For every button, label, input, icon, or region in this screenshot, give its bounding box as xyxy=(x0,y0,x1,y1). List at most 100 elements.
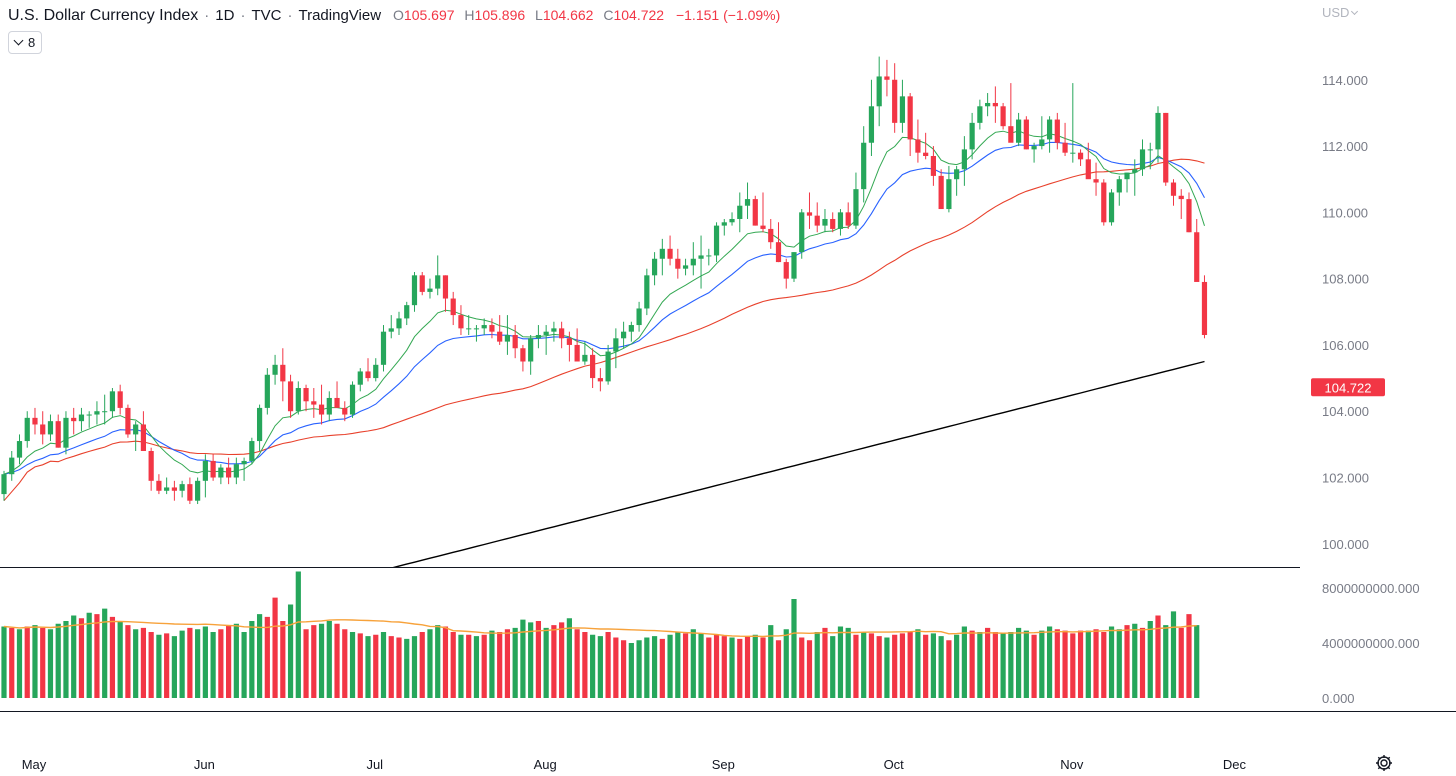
candle xyxy=(1015,112,1022,147)
candle-body xyxy=(1116,179,1122,193)
price-tick-label: 106.000 xyxy=(1322,338,1369,353)
candle xyxy=(907,93,913,157)
volume-bar xyxy=(651,636,658,698)
candle-body xyxy=(349,384,356,415)
volume-bar xyxy=(783,629,789,698)
candle xyxy=(1039,116,1045,150)
volume-bar xyxy=(256,614,263,698)
candle xyxy=(1062,122,1068,157)
symbol-title[interactable]: U.S. Dollar Currency Index xyxy=(8,7,199,24)
volume-bar xyxy=(140,627,147,698)
volume-bar xyxy=(861,632,867,698)
volume-bar xyxy=(349,632,356,698)
candle xyxy=(946,165,952,213)
volume-bar xyxy=(845,627,851,698)
candle xyxy=(830,212,836,233)
price-tick-label: 104.000 xyxy=(1322,404,1369,419)
candle-body xyxy=(930,156,936,176)
header-separator: · xyxy=(287,7,293,24)
volume-bar xyxy=(907,632,913,698)
time-tick-label: Nov xyxy=(1060,757,1084,772)
volume-bar xyxy=(737,638,743,698)
gear-icon[interactable] xyxy=(1374,753,1394,773)
candle-body xyxy=(1039,139,1045,147)
candle xyxy=(241,457,247,481)
interval-label[interactable]: 1D xyxy=(215,7,235,24)
volume-tick-label: 0.000 xyxy=(1322,691,1355,706)
candle-body xyxy=(9,457,15,475)
candle-body xyxy=(868,106,875,143)
candle xyxy=(768,218,774,249)
candle-body xyxy=(977,106,983,123)
volume-bar xyxy=(590,634,596,698)
candle-body xyxy=(551,328,557,332)
candle-body xyxy=(226,467,232,478)
candle-body xyxy=(24,417,30,442)
volume-bar xyxy=(1186,614,1192,698)
volume-bar xyxy=(938,636,944,698)
candle-body xyxy=(140,424,147,451)
volume-bar xyxy=(682,633,689,698)
volume-bar xyxy=(992,632,998,698)
candle xyxy=(411,272,418,312)
candle xyxy=(404,301,410,326)
candle xyxy=(744,182,751,219)
candle xyxy=(814,202,820,233)
candle-body xyxy=(582,354,588,362)
candle-body xyxy=(845,212,851,226)
candle-body xyxy=(597,378,603,382)
candle-body xyxy=(1170,182,1177,196)
volume-bar xyxy=(94,614,100,698)
volume-bar xyxy=(435,625,441,698)
time-tick-label: May xyxy=(22,757,47,772)
candle xyxy=(628,321,634,342)
volume-bar xyxy=(706,637,712,698)
candle-body xyxy=(698,255,704,259)
volume-bar xyxy=(543,627,549,698)
volume-bar xyxy=(698,633,704,698)
candle-body xyxy=(497,331,503,342)
candle xyxy=(938,169,944,210)
volume-bar xyxy=(969,630,975,698)
candle xyxy=(450,291,456,326)
candle xyxy=(1,470,7,501)
candle-body xyxy=(481,325,487,329)
volume-bar xyxy=(63,621,69,698)
candle xyxy=(597,368,603,392)
candle-body xyxy=(1077,152,1084,160)
candle-body xyxy=(1,474,7,495)
volume-bar xyxy=(280,621,286,698)
candle xyxy=(489,318,495,339)
currency-selector[interactable]: USD xyxy=(1322,5,1359,20)
candle xyxy=(24,411,30,448)
candle-body xyxy=(775,242,782,263)
volume-bar xyxy=(226,625,232,698)
candle xyxy=(566,331,572,362)
candle xyxy=(1008,83,1014,143)
candle xyxy=(915,119,921,163)
candle-body xyxy=(760,225,766,229)
candle xyxy=(636,301,642,332)
volume-bar xyxy=(342,629,348,698)
candle-body xyxy=(311,401,317,405)
high-key: H xyxy=(464,7,475,23)
candle-body xyxy=(1046,119,1053,140)
indicators-toggle-button[interactable]: 8 xyxy=(8,31,43,54)
candle xyxy=(1186,192,1192,233)
volume-bar xyxy=(551,625,557,698)
volume-bar xyxy=(326,621,332,698)
volume-bar xyxy=(249,621,255,698)
candle xyxy=(791,252,797,282)
candle xyxy=(272,354,278,385)
volume-bar xyxy=(388,636,394,698)
source-label: TradingView xyxy=(298,7,382,24)
candle xyxy=(1031,142,1037,163)
candle xyxy=(117,384,123,415)
candle xyxy=(349,381,356,418)
candle xyxy=(512,325,518,359)
candle xyxy=(930,146,936,186)
candle-body xyxy=(1085,159,1091,180)
candle-body xyxy=(342,407,348,415)
volume-bar xyxy=(760,637,766,698)
